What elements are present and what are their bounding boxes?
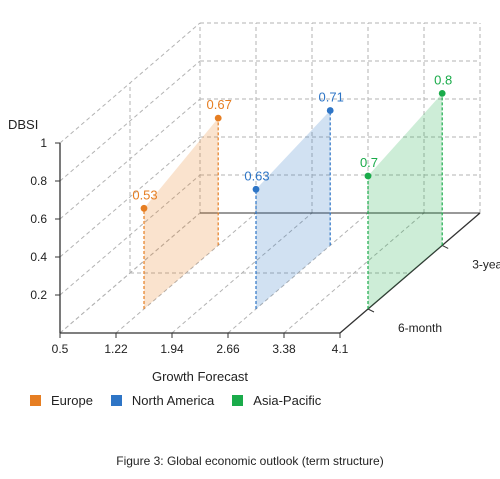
series-point [252, 185, 260, 193]
series-ribbon [368, 93, 443, 310]
x-tick-label: 1.94 [160, 342, 184, 356]
z-tick-label: 3-year [472, 257, 500, 271]
legend-label-asia-pacific: Asia-Pacific [253, 393, 322, 408]
series-ribbon [256, 110, 331, 309]
series-ribbon [144, 118, 219, 309]
series-point [140, 204, 148, 212]
data-label: 0.63 [244, 168, 269, 183]
series-point [326, 107, 334, 114]
label-layer: 0.2 0.4 0.6 0.8 1 0.5 1.22 1.94 2.66 3.38 4.1 6-mon… [8, 72, 500, 384]
data-label: 0.8 [434, 72, 452, 87]
z-tick-1 [441, 244, 449, 249]
x-tick-label: 4.1 [332, 342, 349, 356]
x-tick-label: 0.5 [52, 342, 69, 356]
legend-item-asia-pacific: Asia-Pacific [232, 393, 321, 408]
legend-label-north-america: North America [131, 393, 215, 408]
x-tick-label: 3.38 [272, 342, 296, 356]
series-point [214, 114, 222, 122]
data-label: 0.71 [319, 90, 344, 105]
legend-label-europe: Europe [51, 393, 93, 408]
y-tick-label: 0.8 [30, 174, 47, 188]
legend-swatch-north-america [110, 395, 122, 406]
legend-item-north-america: North America [110, 393, 215, 408]
series-point [364, 172, 372, 180]
data-label: 0.7 [360, 155, 378, 170]
y-axis-title: DBSI [8, 117, 38, 132]
data-label: 0.67 [207, 97, 232, 112]
legend-swatch-europe [30, 395, 41, 406]
series-layer [140, 90, 446, 310]
x-tick-label: 1.22 [104, 342, 128, 356]
grid-wall-depth-2 [59, 136, 201, 258]
legend: Europe North America Asia-Pacific [30, 393, 339, 408]
x-tick-label: 2.66 [216, 342, 240, 356]
x-axis-title: Growth Forecast [152, 369, 248, 384]
grid-wall-depth-4 [59, 60, 201, 182]
y-tick-label: 0.2 [30, 288, 47, 302]
figure-caption: Figure 3: Global economic outlook (term … [116, 454, 384, 468]
legend-swatch-asia-pacific [232, 395, 244, 406]
y-tick-label: 0.4 [30, 250, 47, 264]
y-tick-label: 1 [40, 136, 47, 150]
axis-layer [55, 142, 481, 338]
series-point [438, 90, 446, 97]
z-axis-line [339, 212, 481, 334]
z-tick-label: 6-month [398, 321, 442, 335]
y-tick-label: 0.6 [30, 212, 47, 226]
data-label: 0.53 [132, 187, 157, 202]
legend-item-europe: Europe [30, 393, 93, 408]
z-tick-0 [367, 308, 375, 313]
